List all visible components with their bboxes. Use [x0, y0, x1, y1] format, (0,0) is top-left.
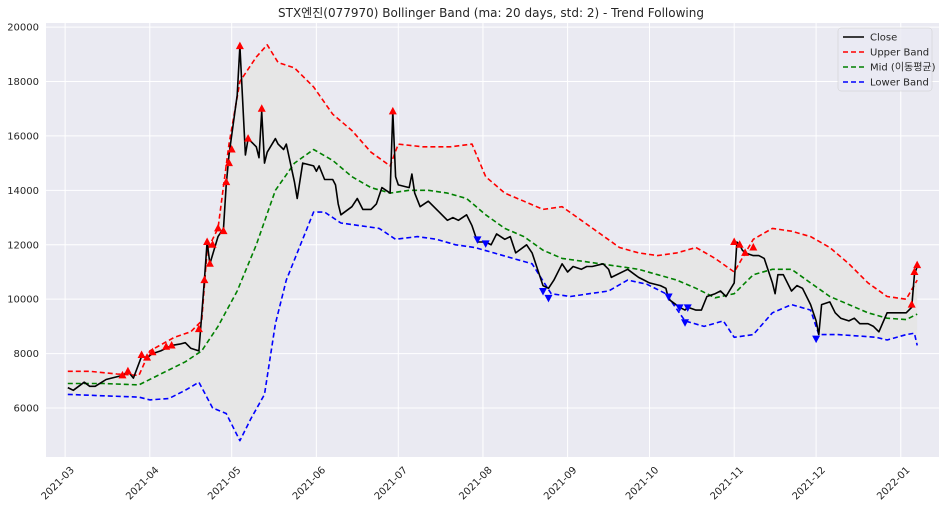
y-tick-label: 18000 [7, 77, 39, 88]
series-line-lower [67, 211, 918, 442]
x-tick-label: 2021-08 [457, 465, 494, 502]
legend-label-lower: Lower Band [870, 78, 929, 89]
x-tick-label: 2022-01 [875, 465, 912, 502]
legend-label-close: Close [870, 33, 897, 44]
legend: Close Upper Band Mid (이동평균) Lower Band [837, 27, 936, 92]
buy-signal-marker [205, 259, 214, 267]
chart-title: STX엔진(077970) Bollinger Band (ma: 20 day… [278, 6, 704, 20]
buy-signal-marker [749, 242, 758, 251]
x-tick-label: 2021-04 [124, 465, 161, 502]
buy-signal-marker [730, 237, 739, 246]
buy-signal-marker [235, 41, 244, 50]
x-tick-label: 2021-10 [624, 465, 661, 502]
sell-signal-marker [473, 236, 482, 244]
buy-signal-marker [735, 240, 744, 248]
buy-signal-marker [208, 240, 217, 248]
x-tick-label: 2021-05 [206, 465, 243, 502]
y-tick-label: 8000 [14, 349, 39, 360]
buy-signal-marker [194, 324, 203, 333]
sell-signal-marker [539, 288, 548, 296]
sell-signal-marker [812, 335, 821, 344]
buy-signal-marker [123, 366, 132, 375]
series-line-upper [67, 43, 918, 377]
legend-label-mid: Mid (이동평균) [870, 62, 936, 74]
x-tick-label: 2021-07 [373, 465, 410, 502]
sell-signal-marker [481, 240, 490, 248]
series-line-mid [67, 148, 918, 386]
sell-signal-marker [664, 293, 673, 301]
buy-signal-marker [244, 134, 253, 142]
x-tick-label: 2021-09 [542, 465, 579, 502]
x-tick-label: 2021-06 [291, 465, 328, 502]
buy-signal-marker [907, 300, 916, 308]
sell-signal-marker [681, 319, 690, 327]
legend-label-upper: Upper Band [870, 48, 929, 59]
y-tick-label: 16000 [7, 131, 39, 142]
buy-signal-marker [137, 350, 146, 358]
x-axis-ticks: 2021-03 2021-04 2021-05 2021-06 2021-07 2021-… [40, 465, 913, 502]
buy-signal-marker [222, 177, 231, 186]
buy-signal-marker [219, 226, 228, 235]
y-tick-label: 14000 [7, 186, 39, 197]
buy-signal-marker [143, 353, 152, 361]
buy-signal-marker [913, 260, 922, 269]
x-tick-label: 2021-12 [791, 465, 828, 502]
legend-box [837, 27, 933, 92]
signal-markers [118, 41, 922, 379]
y-axis-ticks: 6000 8000 10000 12000 14000 16000 18000 20000 [7, 23, 39, 415]
buy-signal-marker [224, 158, 233, 167]
buy-signal-marker [214, 223, 223, 232]
sell-signal-marker [683, 304, 692, 312]
x-tick-label: 2021-03 [40, 465, 77, 502]
buy-signal-marker [203, 237, 212, 246]
buy-signal-marker [200, 275, 209, 284]
buy-signal-marker [118, 370, 127, 379]
sell-signal-marker [544, 294, 553, 303]
x-tick-label: 2021-11 [709, 465, 746, 502]
buy-signal-marker [388, 106, 397, 115]
buy-signal-marker [741, 248, 750, 256]
buy-signal-marker [148, 347, 157, 356]
y-tick-label: 10000 [7, 295, 39, 306]
buy-signal-marker [257, 104, 266, 112]
sell-signal-marker [675, 304, 684, 312]
buy-signal-marker [227, 145, 236, 153]
y-tick-label: 6000 [14, 404, 39, 415]
y-tick-label: 12000 [7, 240, 39, 251]
y-tick-label: 20000 [7, 23, 39, 34]
buy-signal-marker [910, 267, 919, 275]
buy-signal-marker [167, 340, 176, 349]
